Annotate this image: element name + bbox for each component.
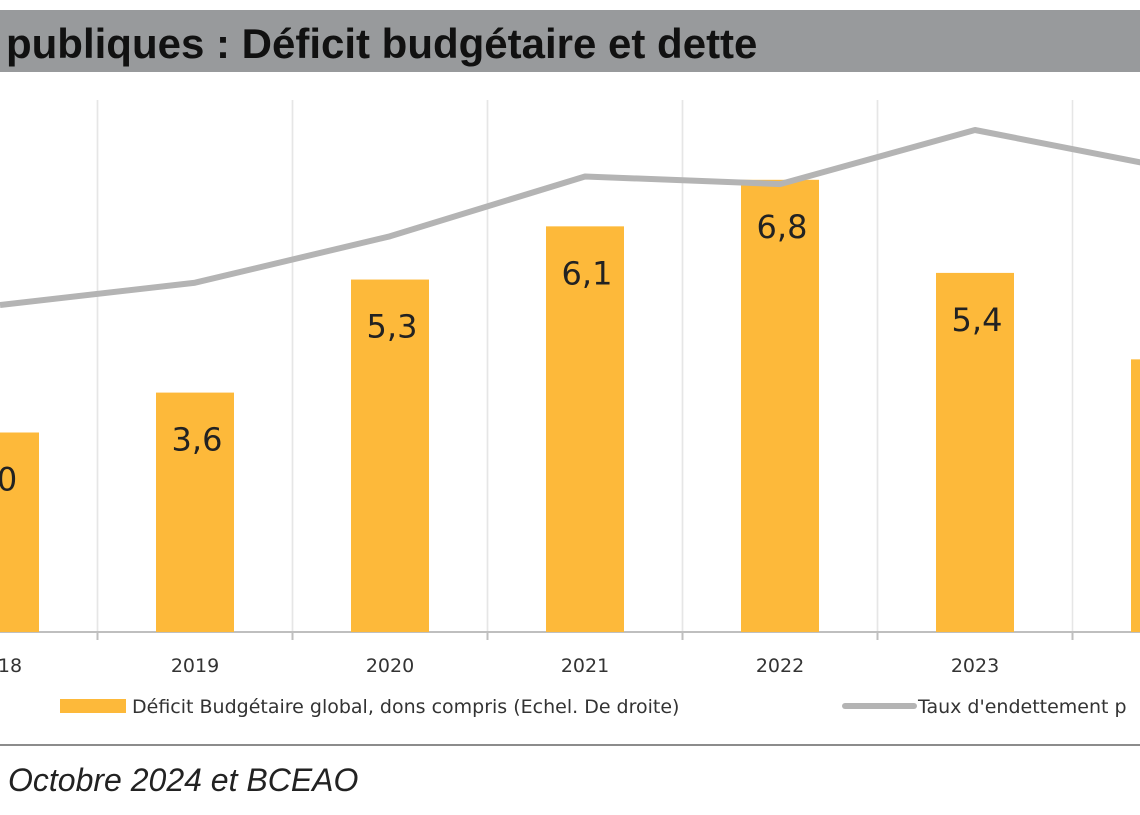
bar-2019	[156, 392, 234, 632]
title-bar	[0, 10, 1140, 72]
bar-2023	[936, 272, 1014, 632]
x-tick-label: 2021	[561, 655, 609, 677]
bar-value-label: 6,1	[562, 254, 613, 292]
bar-partial	[1131, 359, 1140, 632]
source-note: Octobre 2024 et BCEAO	[8, 762, 359, 798]
legend-label-line: Taux d'endettement p	[917, 696, 1127, 718]
legend-swatch-bar	[60, 699, 126, 713]
x-tick-label: 2020	[366, 655, 414, 677]
bar-2022	[741, 179, 819, 633]
x-tick-label: 2022	[756, 655, 804, 677]
debt-series-line	[0, 127, 1140, 308]
bar-value-label: 6,8	[757, 208, 808, 246]
combo-chart: ,0 3,6 5,3 6,1 6,8 5,4 18 2019 2020 2021 2022 2023 D…	[0, 100, 1140, 718]
bar-2021	[546, 226, 624, 632]
bar-value-label: 3,6	[172, 421, 223, 459]
x-tick-label: 2023	[951, 655, 999, 677]
footer-divider	[0, 744, 1140, 746]
legend-label-bar: Déficit Budgétaire global, dons compris …	[132, 696, 679, 718]
x-tick-label: 2019	[171, 655, 219, 677]
bar-2020	[351, 279, 429, 632]
chart-title: publiques : Déficit budgétaire et dette	[6, 20, 758, 67]
bar-value-label: 5,3	[367, 308, 418, 346]
bar-value-label: 5,4	[952, 301, 1003, 339]
bar-18	[0, 432, 39, 632]
x-tick-label: 18	[0, 655, 22, 677]
bar-value-label: ,0	[0, 461, 17, 499]
